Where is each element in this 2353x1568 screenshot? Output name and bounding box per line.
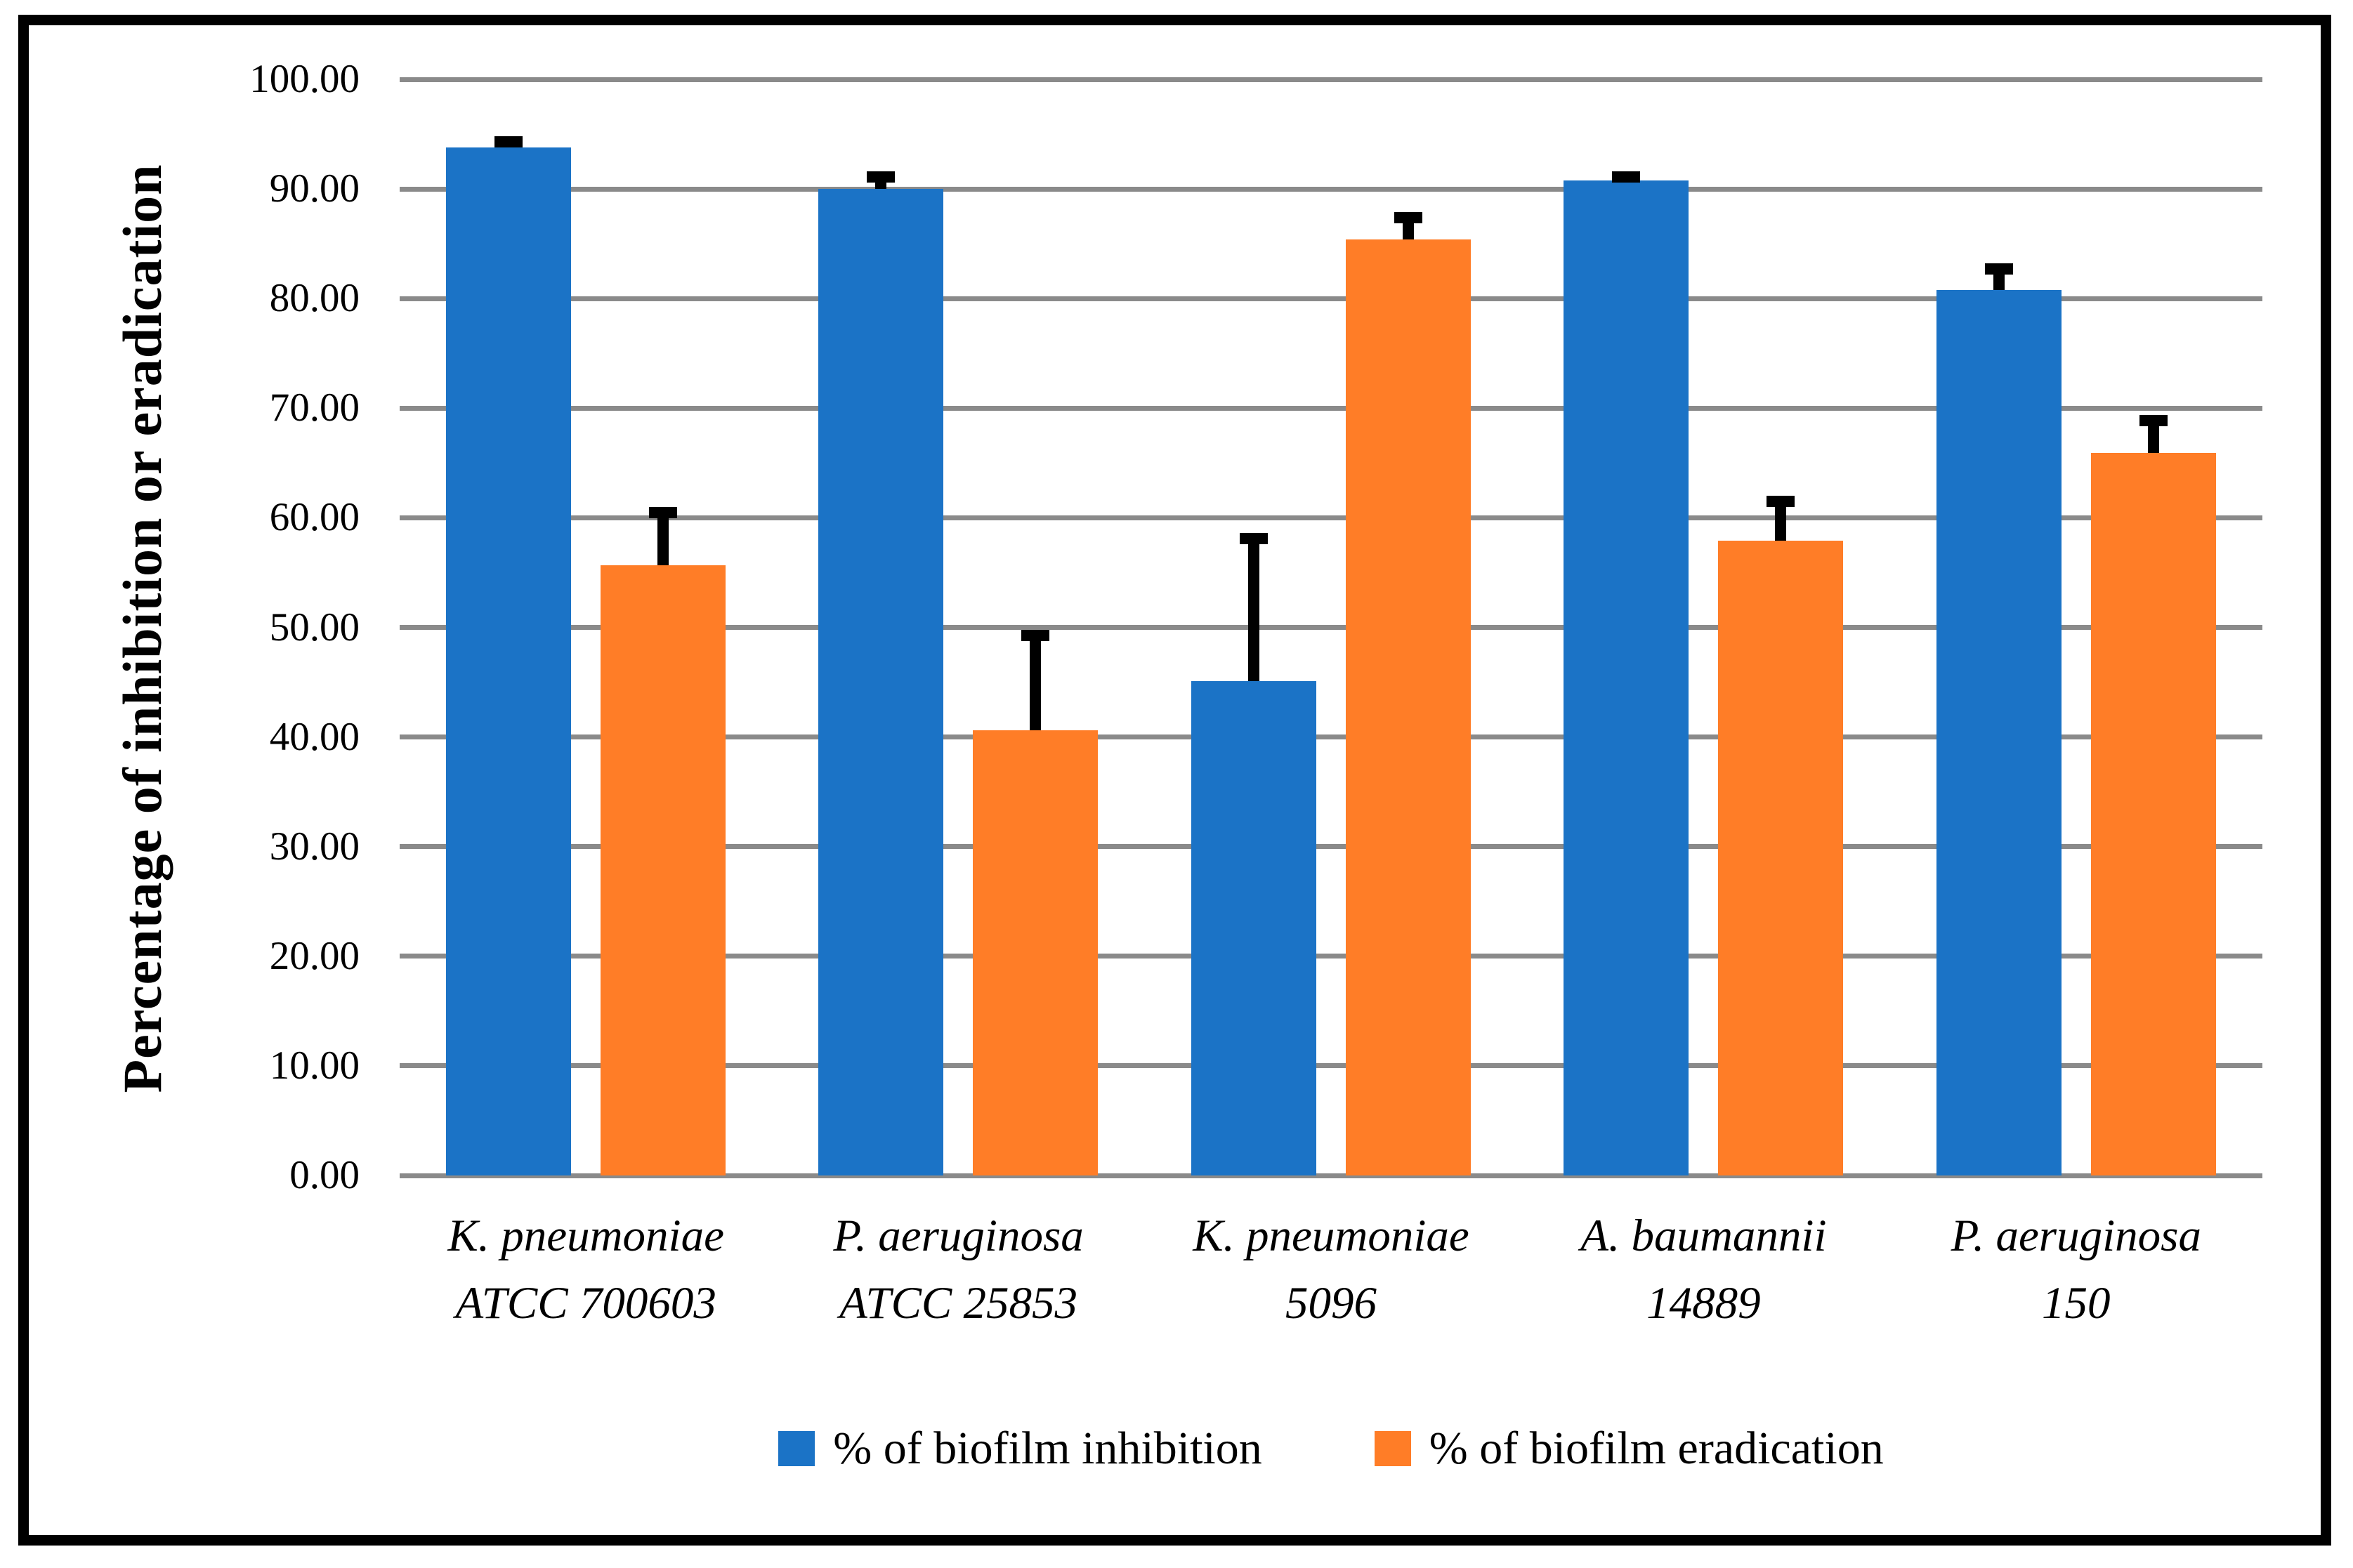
gridline-100 xyxy=(400,77,2262,82)
category-label-2: K. pneumoniae 5096 xyxy=(1145,1202,1517,1337)
legend-item-inhibition: % of biofilm inhibition xyxy=(778,1422,1262,1475)
error-bar-cap-0-0 xyxy=(494,136,523,148)
category-label-3: A. baumannii 14889 xyxy=(1517,1202,1889,1337)
plot-area xyxy=(400,77,2262,1178)
error-bar-cap-0-4 xyxy=(1984,263,2013,275)
error-bar-cap-0-2 xyxy=(1239,533,1268,545)
category-label-0: K. pneumoniae ATCC 700603 xyxy=(400,1202,772,1337)
error-bar-stem-1-1 xyxy=(1030,629,1042,731)
gridline-30 xyxy=(400,844,2262,850)
bar-eradication-2 xyxy=(1345,239,1471,1175)
error-bar-cap-0-1 xyxy=(867,171,896,183)
y-tick-label-20: 20.00 xyxy=(269,933,360,978)
error-bar-cap-1-1 xyxy=(1021,629,1050,641)
bar-inhibition-1 xyxy=(818,189,944,1175)
legend-label-inhibition: % of biofilm inhibition xyxy=(833,1423,1262,1474)
error-bar-stem-0-2 xyxy=(1247,533,1259,681)
gridline-0 xyxy=(400,1173,2262,1178)
category-label-line2: 14889 xyxy=(1646,1278,1761,1329)
bar-eradication-0 xyxy=(601,565,726,1175)
bar-inhibition-0 xyxy=(446,147,571,1175)
category-label-line1: K. pneumoniae xyxy=(447,1211,724,1261)
y-tick-label-70: 70.00 xyxy=(269,386,360,430)
error-bar-cap-1-2 xyxy=(1394,211,1422,223)
bar-eradication-1 xyxy=(973,730,1099,1175)
category-label-1: P. aeruginosa ATCC 25853 xyxy=(772,1202,1144,1337)
gridline-70 xyxy=(400,405,2262,411)
legend-swatch-eradication xyxy=(1374,1431,1411,1466)
bar-eradication-3 xyxy=(1718,541,1844,1175)
category-label-line1: P. aeruginosa xyxy=(833,1211,1084,1261)
y-tick-label-40: 40.00 xyxy=(269,714,360,759)
legend: % of biofilm inhibition % of biofilm erad… xyxy=(400,1410,2262,1487)
error-bar-stem-1-3 xyxy=(1775,496,1787,541)
y-tick-label-30: 30.00 xyxy=(269,824,360,869)
category-label-line1: P. aeruginosa xyxy=(1951,1211,2201,1261)
gridline-10 xyxy=(400,1063,2262,1069)
gridline-90 xyxy=(400,186,2262,192)
bar-inhibition-4 xyxy=(1936,289,2062,1175)
category-label-line2: 150 xyxy=(2042,1278,2111,1329)
bar-eradication-4 xyxy=(2090,453,2216,1175)
legend-item-eradication: % of biofilm eradication xyxy=(1374,1422,1884,1475)
y-tick-label-0: 0.00 xyxy=(289,1153,360,1197)
gridline-40 xyxy=(400,734,2262,740)
legend-swatch-inhibition xyxy=(778,1431,815,1466)
y-tick-label-10: 10.00 xyxy=(269,1043,360,1088)
gridline-20 xyxy=(400,954,2262,959)
y-tick-label-100: 100.00 xyxy=(249,57,360,101)
bar-inhibition-3 xyxy=(1564,180,1689,1175)
category-label-line1: A. baumannii xyxy=(1580,1211,1827,1261)
legend-label-eradication: % of biofilm eradication xyxy=(1429,1423,1884,1474)
y-tick-label-50: 50.00 xyxy=(269,605,360,650)
category-label-line2: ATCC 700603 xyxy=(455,1278,716,1329)
error-bar-cap-1-3 xyxy=(1767,496,1795,508)
error-bar-stem-1-0 xyxy=(657,506,669,565)
bar-inhibition-2 xyxy=(1191,680,1316,1175)
y-tick-label-60: 60.00 xyxy=(269,495,360,540)
error-bar-cap-1-0 xyxy=(649,506,677,518)
y-tick-label-80: 80.00 xyxy=(269,276,360,321)
gridline-80 xyxy=(400,296,2262,301)
category-label-line1: K. pneumoniae xyxy=(1193,1211,1469,1261)
category-label-line2: 5096 xyxy=(1285,1278,1377,1329)
category-label-4: P. aeruginosa 150 xyxy=(1890,1202,2262,1337)
y-tick-label-90: 90.00 xyxy=(269,166,360,211)
error-bar-cap-1-4 xyxy=(2139,414,2168,426)
category-label-line2: ATCC 25853 xyxy=(839,1278,1078,1329)
gridline-50 xyxy=(400,625,2262,630)
error-bar-cap-0-3 xyxy=(1612,171,1641,183)
gridline-60 xyxy=(400,515,2262,520)
